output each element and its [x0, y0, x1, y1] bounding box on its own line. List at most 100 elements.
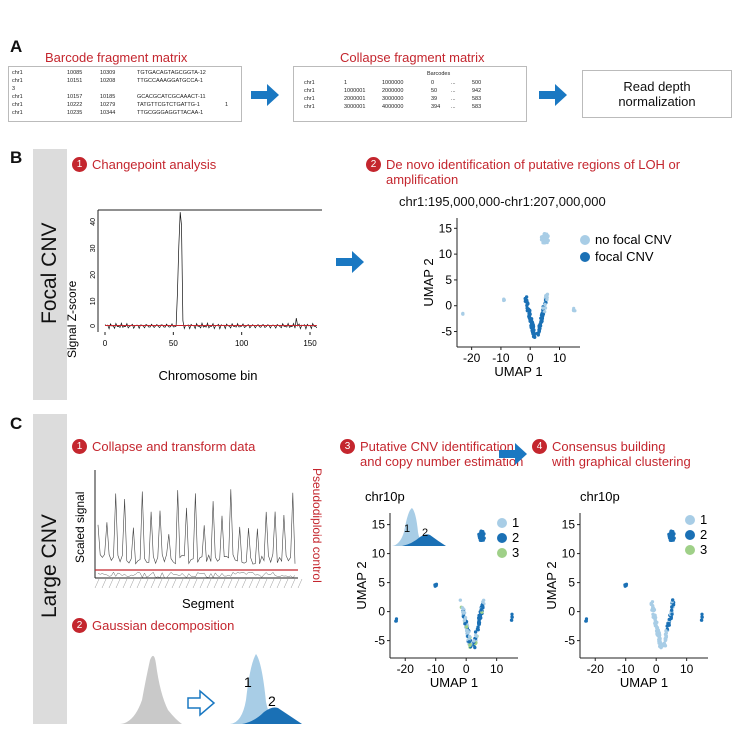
umap-point [532, 332, 537, 336]
umap-point [664, 635, 668, 639]
umap-x-tick-label: 0 [653, 662, 660, 676]
barcode-cell: 10208 [100, 78, 116, 84]
legend-label: 3 [700, 542, 707, 557]
y-tick-label: 0 [90, 324, 97, 328]
umap-point [668, 538, 673, 542]
c-step1: 1 Collapse and transform data [72, 439, 255, 454]
umap-point [669, 534, 673, 539]
umap-point [525, 303, 529, 308]
umap-point [473, 645, 477, 650]
barcode-cell: TGTGACAGTAGCGGTA-12 [137, 70, 206, 76]
arrow-a2-icon [539, 84, 567, 106]
segment-tick-label [185, 578, 191, 589]
segment-tick-label [164, 578, 170, 589]
umap-point [538, 323, 542, 327]
umap-point [539, 235, 544, 239]
x-tick-label: 100 [235, 339, 249, 348]
legend-label: no focal CNV [595, 232, 672, 247]
y-tick-label: 10 [90, 297, 97, 305]
hollow-arrow-icon [187, 689, 216, 717]
umap-point [666, 622, 671, 626]
umap-point [510, 615, 514, 619]
arrow-b-icon [336, 251, 364, 273]
barcode-cell: TTGCCAAAGGATGCCA-1 [137, 78, 203, 84]
umap-point [481, 600, 485, 604]
umap-y-tick-label: 0 [568, 605, 575, 619]
umap-point [669, 529, 673, 533]
umap-point [473, 630, 478, 634]
panel-a-letter: A [10, 37, 23, 56]
c-step2-number: 2 [72, 618, 87, 633]
umap-point [584, 619, 588, 623]
umap-point [463, 616, 468, 620]
umap-y-tick-label: 10 [439, 247, 453, 261]
umap-y-tick-label: 10 [372, 547, 386, 561]
umap-point [671, 598, 675, 602]
umap-point [478, 538, 483, 542]
panel-b-letter: B [10, 148, 23, 167]
c-step1-label: Collapse and transform data [92, 439, 256, 454]
barcode-cell: 10185 [100, 94, 116, 100]
collapse-cell: ... [451, 88, 456, 94]
barcode-cell: GCACGCATCGCAAACT-11 [137, 94, 206, 100]
x-tick-label: 150 [303, 339, 317, 348]
umap-y-tick-label: -5 [564, 634, 575, 648]
umap-point [699, 618, 704, 622]
large-cnv-label: Large CNV [38, 514, 61, 618]
umap-point [479, 534, 483, 539]
umap-x-tick-label: -10 [617, 662, 635, 676]
x-tick-label: 0 [103, 339, 108, 348]
changepoint-chart: 0 50 100 150 0 10 20 30 40 Signal Z-score Chromo… [65, 209, 322, 383]
segment-tick-label [192, 578, 198, 589]
umap-point [394, 619, 398, 623]
umap-point [458, 598, 463, 602]
umap-y-tick-label: 10 [562, 547, 576, 561]
signal-lower-series-line [97, 571, 296, 579]
umap-point [540, 316, 545, 321]
umap-point [653, 613, 657, 617]
signal-series-line [97, 489, 296, 565]
umap-y-label: UMAP 2 [421, 258, 436, 306]
collapse-cell: ... [451, 96, 456, 102]
collapse-cell: 1000000 [382, 80, 404, 86]
collapse-cell: 942 [472, 88, 482, 94]
b-step2-line2: amplification [386, 172, 459, 187]
c-step2: 2 Gaussian decomposition [72, 618, 234, 633]
segment-tick-label [234, 578, 240, 589]
barcode-cell: chr1 [12, 110, 23, 116]
collapse-cell: chr1 [304, 104, 315, 110]
umap-x-tick-label: -20 [463, 351, 481, 365]
umap-y-label: UMAP 2 [544, 561, 559, 609]
region-label: chr1:195,000,000-chr1:207,000,000 [399, 194, 606, 209]
umap-y-tick-label: 5 [378, 576, 385, 590]
focal-cnv-sidebar [33, 149, 67, 400]
barcode-cell: 10279 [100, 102, 116, 108]
umap-point [664, 629, 668, 633]
umap-point [537, 325, 542, 330]
umap-point [664, 638, 668, 642]
legend-marker [685, 530, 695, 540]
collapse-cell: 583 [472, 96, 482, 102]
barcode-cell: 10222 [67, 102, 83, 108]
umap-point [700, 612, 704, 616]
umap-y-tick-label: 15 [439, 221, 453, 235]
inset-gauss-1 [392, 508, 426, 546]
umap-point [541, 306, 545, 310]
umap-x-tick-label: 0 [527, 351, 534, 365]
segment-tick-label [94, 578, 100, 589]
b-step1: 1 Changepoint analysis [72, 157, 216, 172]
y-tick-label: 30 [90, 244, 97, 252]
umap-b-chart: -20 -10 0 10 15 10 5 0 -5 UMAP 1 UMAP 2 no focal CN… [421, 218, 672, 379]
collapse-matrix-title: Collapse fragment matrix [340, 50, 485, 65]
umap-point [529, 323, 533, 328]
umap-x-tick-label: -20 [397, 662, 415, 676]
normalization-line-2: normalization [618, 94, 696, 109]
panel-c-letter: C [10, 414, 23, 433]
umap-point [474, 634, 479, 638]
umap-point [653, 618, 658, 623]
collapse-cell: 4000000 [382, 104, 404, 110]
umap-point [653, 621, 657, 626]
barcode-cell: 3 [12, 86, 16, 92]
legend-label: 1 [700, 512, 707, 527]
umap-y-tick-label: 15 [372, 518, 386, 532]
